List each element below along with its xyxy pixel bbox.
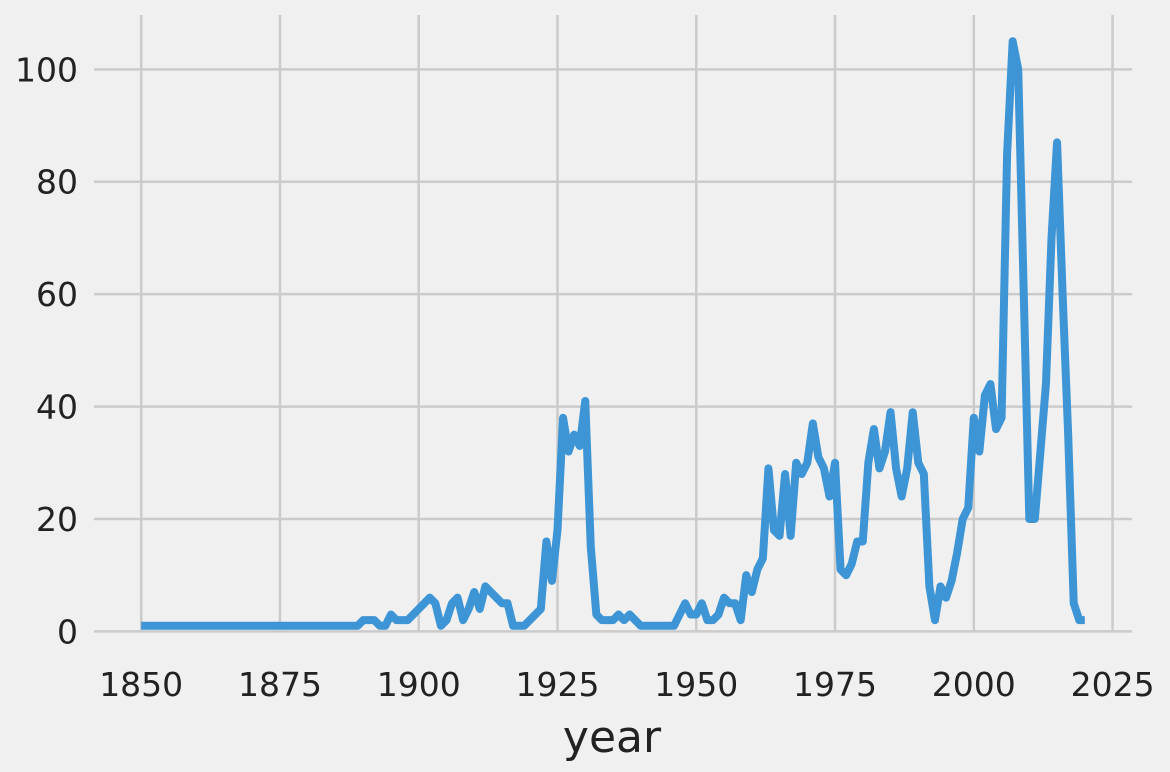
- x-tick-label: 1975: [793, 665, 877, 704]
- x-tick-label: 1925: [515, 665, 599, 704]
- y-tick-label: 0: [57, 612, 78, 651]
- y-tick-label: 20: [36, 500, 78, 539]
- x-tick-label: 1850: [99, 665, 183, 704]
- x-tick-label: 2000: [932, 665, 1016, 704]
- x-tick-label: 1875: [238, 665, 322, 704]
- y-tick-label: 60: [36, 275, 78, 314]
- y-tick-label: 40: [36, 388, 78, 427]
- x-tick-label: 2025: [1071, 665, 1155, 704]
- x-tick-label: 1900: [377, 665, 461, 704]
- x-tick-label: 1950: [654, 665, 738, 704]
- data-line: [141, 37, 1085, 630]
- y-tick-label: 80: [36, 163, 78, 202]
- y-tick-label: 100: [15, 50, 78, 89]
- x-axis-label: year: [563, 712, 662, 763]
